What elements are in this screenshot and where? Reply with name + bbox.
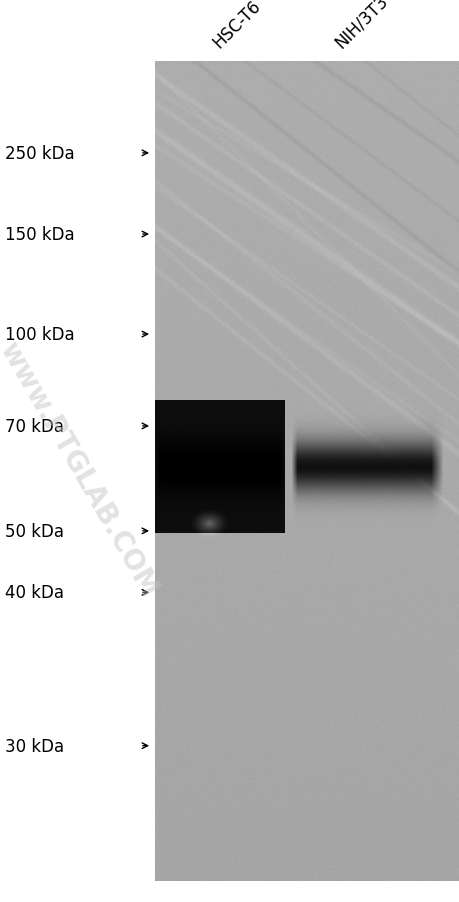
Text: 30 kDa: 30 kDa — [5, 737, 64, 755]
Text: HSC-T6: HSC-T6 — [209, 0, 264, 52]
Text: 70 kDa: 70 kDa — [5, 418, 64, 436]
Text: 50 kDa: 50 kDa — [5, 522, 64, 540]
Text: NIH/3T3: NIH/3T3 — [331, 0, 391, 52]
Text: www.PTGLAB.COM: www.PTGLAB.COM — [0, 336, 162, 602]
Text: 100 kDa: 100 kDa — [5, 326, 75, 344]
Text: 250 kDa: 250 kDa — [5, 144, 75, 162]
Text: 40 kDa: 40 kDa — [5, 584, 64, 602]
Text: 150 kDa: 150 kDa — [5, 226, 75, 244]
